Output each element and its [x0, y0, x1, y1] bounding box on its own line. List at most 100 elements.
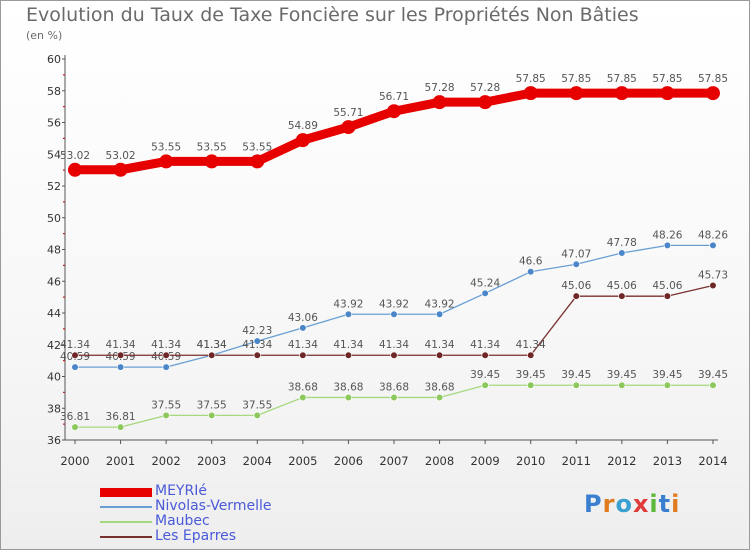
proxiti-logo: Proxiti [584, 490, 681, 518]
x-tick-label: 2013 [653, 454, 682, 468]
data-label: 53.55 [242, 141, 272, 153]
data-point [390, 310, 398, 318]
data-point [344, 393, 353, 402]
y-tick-label: 42 [47, 339, 61, 352]
x-tick-label: 2012 [607, 454, 636, 468]
data-point [390, 351, 398, 359]
data-point [116, 363, 125, 371]
data-point [253, 337, 261, 345]
data-point [572, 292, 580, 300]
data-point [162, 411, 170, 419]
x-tick-label: 2008 [425, 454, 454, 468]
data-label: 45.06 [607, 280, 637, 292]
data-point [113, 162, 128, 177]
data-point [572, 260, 580, 268]
data-label: 43.92 [333, 298, 363, 310]
data-point [618, 381, 626, 389]
x-tick-label: 2003 [197, 454, 226, 468]
data-point [569, 86, 584, 101]
data-label: 41.34 [106, 339, 136, 351]
legend-swatch [100, 487, 152, 497]
legend-swatch [100, 521, 152, 523]
data-label: 39.45 [607, 369, 637, 381]
data-point [162, 363, 170, 371]
data-label: 54.89 [288, 120, 318, 132]
data-point [295, 133, 310, 148]
y-tick-label: 50 [47, 212, 61, 225]
series-maubec: 36.81 36.81 37.55 37.55 37.55 38.68 38.68 38.68… [60, 369, 728, 431]
data-point [116, 351, 125, 359]
data-point [481, 381, 489, 389]
chart-title: Evolution du Taux de Taxe Foncière sur l… [26, 4, 639, 26]
data-point [208, 411, 216, 419]
series-meyri-: 53.02 53.02 53.55 53.55 53.55 54.89 55.71 56.71… [60, 73, 728, 177]
data-label: 57.28 [470, 82, 500, 94]
data-point [299, 393, 307, 402]
data-label: 57.85 [698, 73, 728, 85]
data-label: 41.34 [151, 339, 181, 351]
data-label: 47.78 [607, 237, 637, 249]
data-label: 41.34 [197, 339, 227, 351]
data-label: 48.26 [698, 229, 728, 241]
data-point [253, 351, 261, 359]
data-label: 57.28 [425, 82, 455, 94]
data-label: 53.02 [106, 150, 136, 162]
data-label: 53.55 [197, 141, 227, 153]
data-point [253, 411, 261, 419]
data-label: 43.06 [288, 312, 318, 324]
y-tick-label: 52 [47, 180, 61, 193]
series-les-eparres: 41.34 41.34 41.34 41.34 41.34 41.34 41.34 41.34… [60, 270, 728, 359]
data-point [341, 120, 356, 135]
data-point [705, 86, 720, 101]
y-tick-label: 48 [47, 244, 61, 257]
data-point [709, 241, 717, 249]
x-tick-label: 2011 [562, 454, 591, 468]
data-label: 56.71 [379, 91, 409, 103]
data-label: 39.45 [470, 369, 500, 381]
x-tick-label: 2009 [470, 454, 499, 468]
data-label: 57.85 [516, 73, 546, 85]
x-tick-label: 2001 [106, 454, 135, 468]
data-label: 41.34 [242, 339, 272, 351]
data-label: 57.85 [561, 73, 591, 85]
data-point [299, 324, 307, 332]
data-point [204, 154, 219, 169]
data-point [527, 351, 535, 359]
y-tick-label: 54 [47, 148, 61, 161]
data-point [618, 249, 626, 257]
data-label: 57.85 [652, 73, 682, 85]
data-label: 43.92 [425, 298, 455, 310]
y-tick-label: 36 [47, 434, 61, 447]
data-point [435, 393, 444, 402]
series-nivolas-vermelle: 40.5940.5940.5941.3442.2343.0643.9243.92… [60, 229, 728, 371]
data-label: 38.68 [379, 381, 409, 393]
data-point [572, 381, 580, 389]
data-label: 37.55 [197, 399, 227, 411]
data-point [709, 381, 717, 389]
legend-label: Maubec [155, 513, 210, 529]
data-point [71, 351, 79, 359]
data-label: 46.6 [519, 256, 543, 268]
x-tick-label: 2000 [60, 454, 89, 468]
data-point [660, 86, 675, 101]
data-label: 41.34 [60, 339, 90, 351]
data-point [709, 281, 717, 290]
data-point [344, 351, 353, 359]
data-point [481, 351, 489, 359]
data-point [116, 423, 125, 431]
x-tick-label: 2005 [288, 454, 317, 468]
legend-swatch [100, 536, 152, 538]
data-label: 41.34 [197, 339, 227, 351]
x-tick-label: 2006 [334, 454, 363, 468]
data-label: 42.23 [242, 325, 272, 337]
data-label: 37.55 [151, 399, 181, 411]
chart-unit-label: (en %) [26, 29, 63, 42]
data-label: 57.85 [607, 73, 637, 85]
data-label: 45.24 [470, 277, 500, 289]
data-point [523, 86, 538, 101]
data-point [478, 95, 493, 110]
data-point [618, 292, 626, 300]
data-point [386, 104, 401, 119]
data-point [435, 310, 444, 318]
y-tick-label: 44 [47, 307, 61, 320]
